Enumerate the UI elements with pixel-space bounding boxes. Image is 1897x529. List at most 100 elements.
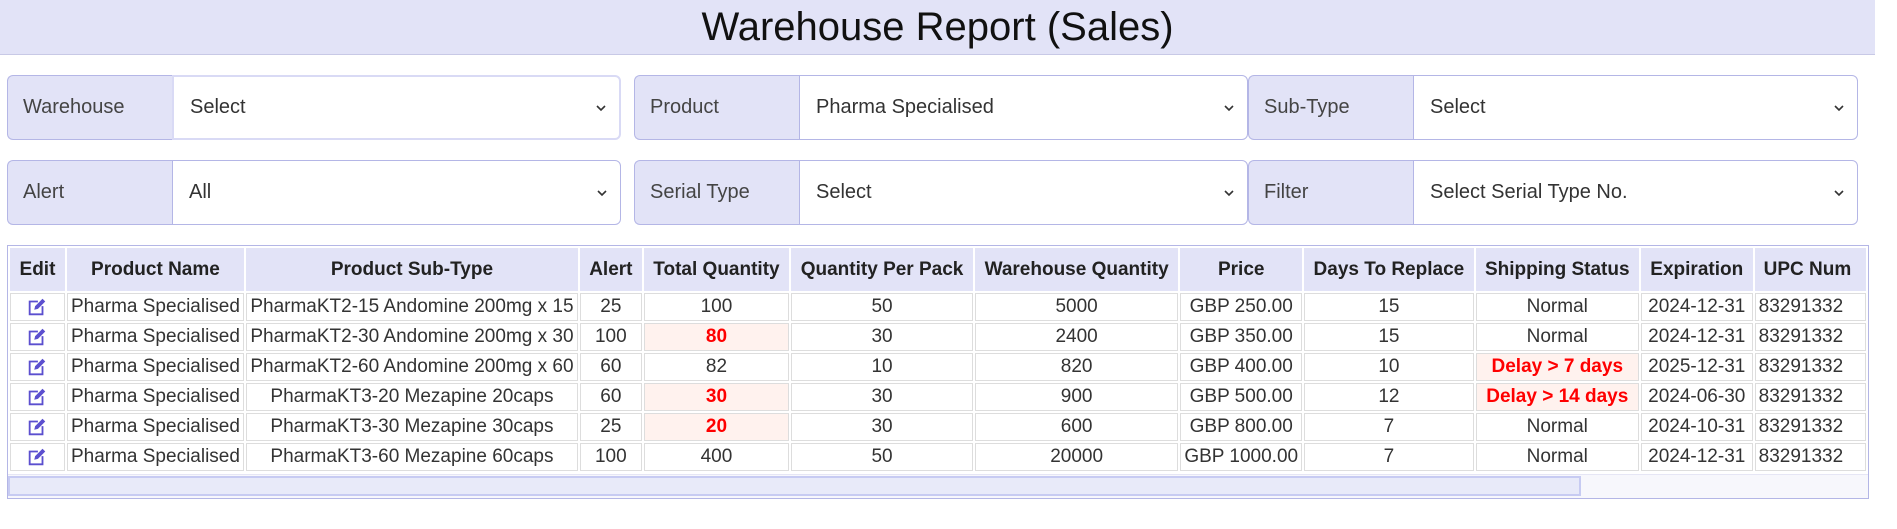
edit-cell[interactable] bbox=[10, 353, 65, 381]
product-select[interactable]: Pharma Specialised bbox=[799, 75, 1248, 140]
chevron-down-icon bbox=[596, 104, 606, 111]
upc-cell: 83291332 bbox=[1754, 443, 1866, 471]
col-product-subtype[interactable]: Product Sub-Type bbox=[245, 248, 578, 291]
subtype-cell: PharmaKT2-15 Andomine 200mg x 15 bbox=[245, 293, 578, 321]
chevron-down-icon bbox=[1834, 104, 1844, 111]
edit-icon[interactable] bbox=[26, 446, 48, 468]
warehouse-select[interactable]: Select bbox=[172, 75, 621, 140]
product-name-cell: Pharma Specialised bbox=[66, 323, 244, 351]
serial-type-select-value: Select bbox=[816, 181, 872, 203]
qty-per-pack-cell: 30 bbox=[791, 323, 973, 351]
table-row: Pharma Specialised PharmaKT3-20 Mezapine… bbox=[10, 383, 1866, 411]
product-label: Product bbox=[634, 75, 799, 140]
col-alert[interactable]: Alert bbox=[579, 248, 642, 291]
qty-per-pack-cell: 10 bbox=[791, 353, 973, 381]
total-quantity-cell-low-stock: 30 bbox=[643, 383, 790, 411]
col-shipping-status[interactable]: Shipping Status bbox=[1475, 248, 1639, 291]
price-cell: GBP 400.00 bbox=[1180, 353, 1303, 381]
alert-cell: 60 bbox=[579, 353, 642, 381]
qty-per-pack-cell: 30 bbox=[791, 413, 973, 441]
subtype-cell: PharmaKT3-20 Mezapine 20caps bbox=[245, 383, 578, 411]
edit-icon[interactable] bbox=[26, 326, 48, 348]
subtype-cell: PharmaKT3-30 Mezapine 30caps bbox=[245, 413, 578, 441]
warehouse-filter: Warehouse Select bbox=[7, 75, 621, 140]
warehouse-quantity-cell: 900 bbox=[974, 383, 1179, 411]
alert-select[interactable]: All bbox=[172, 160, 621, 225]
expiration-cell: 2024-12-31 bbox=[1640, 443, 1753, 471]
report-table-container: Edit Product Name Product Sub-Type Alert… bbox=[7, 245, 1869, 499]
product-name-cell: Pharma Specialised bbox=[66, 383, 244, 411]
upc-cell: 83291332 bbox=[1754, 323, 1866, 351]
alert-cell: 25 bbox=[579, 293, 642, 321]
alert-cell: 25 bbox=[579, 413, 642, 441]
edit-cell[interactable] bbox=[10, 413, 65, 441]
serial-number-select[interactable]: Select Serial Type No. bbox=[1413, 160, 1858, 225]
col-expiration[interactable]: Expiration bbox=[1640, 248, 1753, 291]
table-row: Pharma Specialised PharmaKT3-60 Mezapine… bbox=[10, 443, 1866, 471]
expiration-cell: 2024-10-31 bbox=[1640, 413, 1753, 441]
edit-cell[interactable] bbox=[10, 323, 65, 351]
warehouse-quantity-cell: 5000 bbox=[974, 293, 1179, 321]
edit-icon[interactable] bbox=[26, 386, 48, 408]
edit-icon[interactable] bbox=[26, 416, 48, 438]
col-days-to-replace[interactable]: Days To Replace bbox=[1304, 248, 1474, 291]
alert-cell: 100 bbox=[579, 443, 642, 471]
col-warehouse-quantity[interactable]: Warehouse Quantity bbox=[974, 248, 1179, 291]
warehouse-select-value: Select bbox=[190, 96, 246, 118]
total-quantity-cell: 82 bbox=[643, 353, 790, 381]
days-to-replace-cell: 15 bbox=[1304, 293, 1474, 321]
product-name-cell: Pharma Specialised bbox=[66, 353, 244, 381]
subtype-select[interactable]: Select bbox=[1413, 75, 1858, 140]
price-cell: GBP 500.00 bbox=[1180, 383, 1303, 411]
price-cell: GBP 1000.00 bbox=[1180, 443, 1303, 471]
edit-icon[interactable] bbox=[26, 356, 48, 378]
chevron-down-icon bbox=[597, 189, 607, 196]
edit-cell[interactable] bbox=[10, 443, 65, 471]
product-name-cell: Pharma Specialised bbox=[66, 443, 244, 471]
expiration-cell: 2024-06-30 bbox=[1640, 383, 1753, 411]
table-row: Pharma Specialised PharmaKT3-30 Mezapine… bbox=[10, 413, 1866, 441]
product-name-cell: Pharma Specialised bbox=[66, 413, 244, 441]
expiration-cell: 2024-12-31 bbox=[1640, 323, 1753, 351]
upc-cell: 83291332 bbox=[1754, 413, 1866, 441]
col-product-name[interactable]: Product Name bbox=[66, 248, 244, 291]
shipping-status-cell: Normal bbox=[1475, 443, 1639, 471]
shipping-status-cell: Normal bbox=[1475, 413, 1639, 441]
page-title: Warehouse Report (Sales) bbox=[701, 5, 1174, 49]
edit-icon[interactable] bbox=[26, 296, 48, 318]
col-upc-number[interactable]: UPC Num bbox=[1754, 248, 1866, 291]
days-to-replace-cell: 10 bbox=[1304, 353, 1474, 381]
product-name-cell: Pharma Specialised bbox=[66, 293, 244, 321]
scrollbar-thumb[interactable] bbox=[8, 476, 1581, 496]
col-edit[interactable]: Edit bbox=[10, 248, 65, 291]
serial-type-select[interactable]: Select bbox=[799, 160, 1248, 225]
price-cell: GBP 350.00 bbox=[1180, 323, 1303, 351]
product-select-value: Pharma Specialised bbox=[816, 96, 994, 118]
days-to-replace-cell: 7 bbox=[1304, 413, 1474, 441]
serial-number-filter: Filter Select Serial Type No. bbox=[1248, 160, 1858, 225]
shipping-status-cell: Normal bbox=[1475, 293, 1639, 321]
horizontal-scrollbar[interactable] bbox=[8, 474, 1868, 498]
serial-type-label: Serial Type bbox=[634, 160, 799, 225]
serial-type-filter: Serial Type Select bbox=[634, 160, 1248, 225]
qty-per-pack-cell: 30 bbox=[791, 383, 973, 411]
warehouse-quantity-cell: 820 bbox=[974, 353, 1179, 381]
alert-filter: Alert All bbox=[7, 160, 621, 225]
col-price[interactable]: Price bbox=[1180, 248, 1303, 291]
alert-cell: 60 bbox=[579, 383, 642, 411]
serial-number-select-value: Select Serial Type No. bbox=[1430, 181, 1628, 203]
upc-cell: 83291332 bbox=[1754, 353, 1866, 381]
edit-cell[interactable] bbox=[10, 293, 65, 321]
total-quantity-cell-low-stock: 20 bbox=[643, 413, 790, 441]
subtype-select-value: Select bbox=[1430, 96, 1486, 118]
table-row: Pharma Specialised PharmaKT2-30 Andomine… bbox=[10, 323, 1866, 351]
chevron-down-icon bbox=[1834, 189, 1844, 196]
total-quantity-cell-low-stock: 80 bbox=[643, 323, 790, 351]
edit-cell[interactable] bbox=[10, 383, 65, 411]
qty-per-pack-cell: 50 bbox=[791, 443, 973, 471]
col-total-quantity[interactable]: Total Quantity bbox=[643, 248, 790, 291]
expiration-cell: 2024-12-31 bbox=[1640, 293, 1753, 321]
subtype-cell: PharmaKT3-60 Mezapine 60caps bbox=[245, 443, 578, 471]
warehouse-label: Warehouse bbox=[7, 75, 172, 140]
col-quantity-per-pack[interactable]: Quantity Per Pack bbox=[791, 248, 973, 291]
